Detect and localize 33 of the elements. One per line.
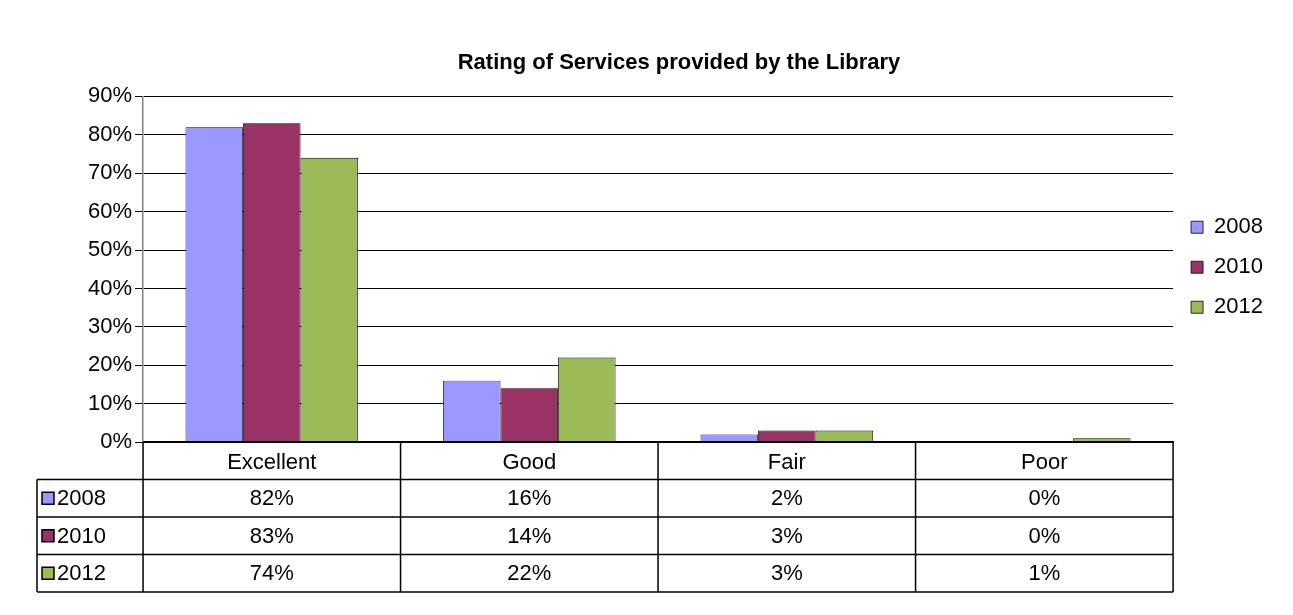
- y-tick-label: 20%: [87, 351, 133, 377]
- data-label: 3%: [770, 522, 803, 548]
- text: 2010: [1214, 253, 1264, 279]
- data-label: 14%: [507, 522, 552, 548]
- data-label: 82%: [249, 485, 294, 511]
- y-tick-label: 10%: [87, 389, 133, 415]
- data-label: 1%: [1028, 560, 1061, 586]
- text: 2008: [1214, 213, 1264, 239]
- data-label: 2%: [770, 485, 803, 511]
- legend-label: 2010: [57, 522, 106, 548]
- data-label: 83%: [249, 522, 294, 548]
- data-label: 0%: [1028, 485, 1061, 511]
- data-label: 3%: [770, 560, 803, 586]
- data-label: 16%: [507, 485, 552, 511]
- y-tick-label: 50%: [87, 236, 133, 262]
- y-tick-label: 0%: [100, 428, 133, 454]
- legend-label: 2008: [57, 485, 106, 511]
- y-tick-label: 70%: [87, 159, 133, 185]
- y-tick-label: 30%: [87, 312, 133, 338]
- x-tick-label: Poor: [1021, 449, 1068, 475]
- text: 2012: [57, 560, 106, 586]
- x-tick-label: Excellent: [227, 449, 317, 475]
- y-tick-label: 60%: [87, 197, 133, 223]
- data-label: 0%: [1028, 522, 1061, 548]
- legend-label: 2012: [1214, 293, 1264, 319]
- chart-title: Rating of Services provided by the Library: [457, 49, 902, 75]
- y-tick-label: 40%: [87, 274, 133, 300]
- y-tick-label: 80%: [87, 120, 133, 146]
- data-label: 22%: [507, 560, 552, 586]
- x-tick-label: Fair: [767, 449, 806, 475]
- data-label: 74%: [249, 560, 294, 586]
- x-tick-label: Good: [502, 449, 557, 475]
- y-tick-label: 90%: [87, 82, 133, 108]
